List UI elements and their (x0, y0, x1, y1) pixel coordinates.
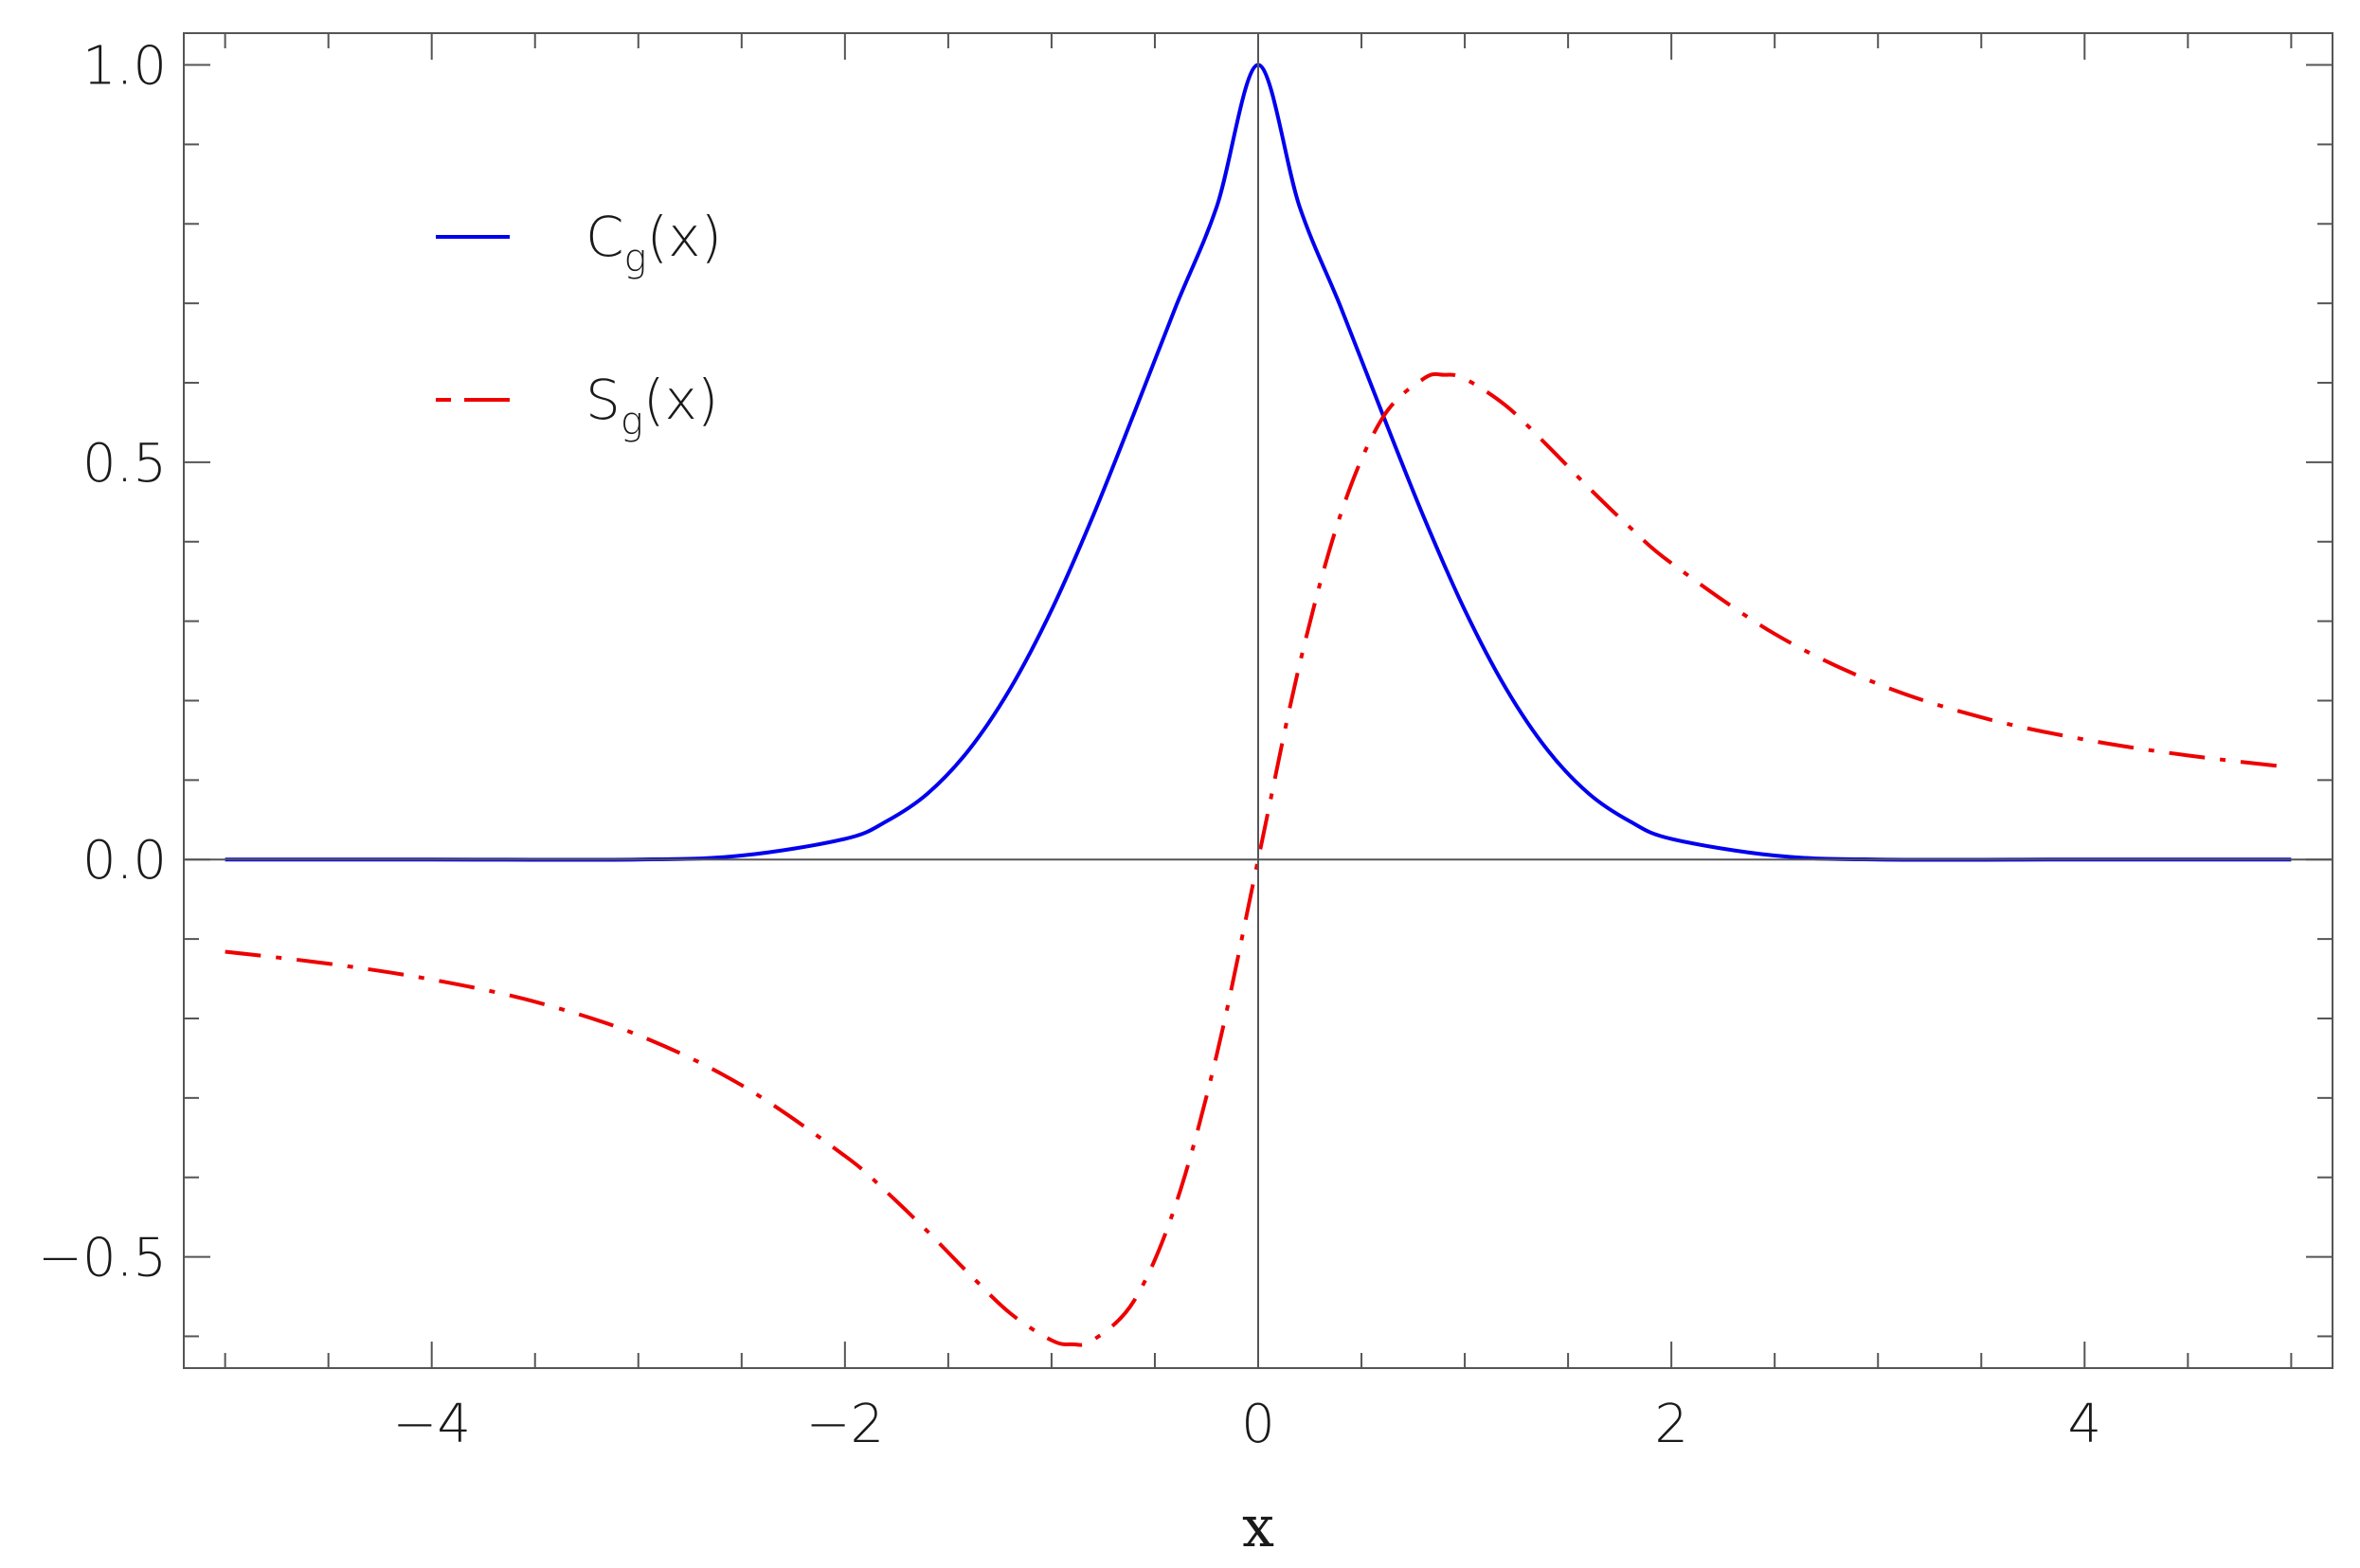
x-tick-label: 0 (1241, 1394, 1275, 1455)
x-tick-label: 2 (1654, 1394, 1688, 1455)
y-tick-label: −0.5 (38, 1228, 167, 1289)
y-tick-label: 0.5 (82, 433, 167, 495)
x-tick-label: 4 (2067, 1394, 2101, 1455)
y-tick-label: 1.0 (82, 36, 167, 98)
x-tick-label: −2 (806, 1394, 885, 1455)
x-tick-label: −4 (392, 1394, 471, 1455)
x-axis-label: x (1242, 1494, 1274, 1560)
legend-label: Cg(x) (585, 205, 722, 280)
axes: −4 −2 0 2 4 −0.5 0.0 0.5 1.0 (38, 32, 2333, 1455)
legend: Cg(x) Sg(x) (436, 205, 722, 443)
legend-label: Sg(x) (585, 368, 718, 443)
series-line-sg (225, 371, 2292, 1347)
y-tick-label: 0.0 (82, 830, 167, 892)
